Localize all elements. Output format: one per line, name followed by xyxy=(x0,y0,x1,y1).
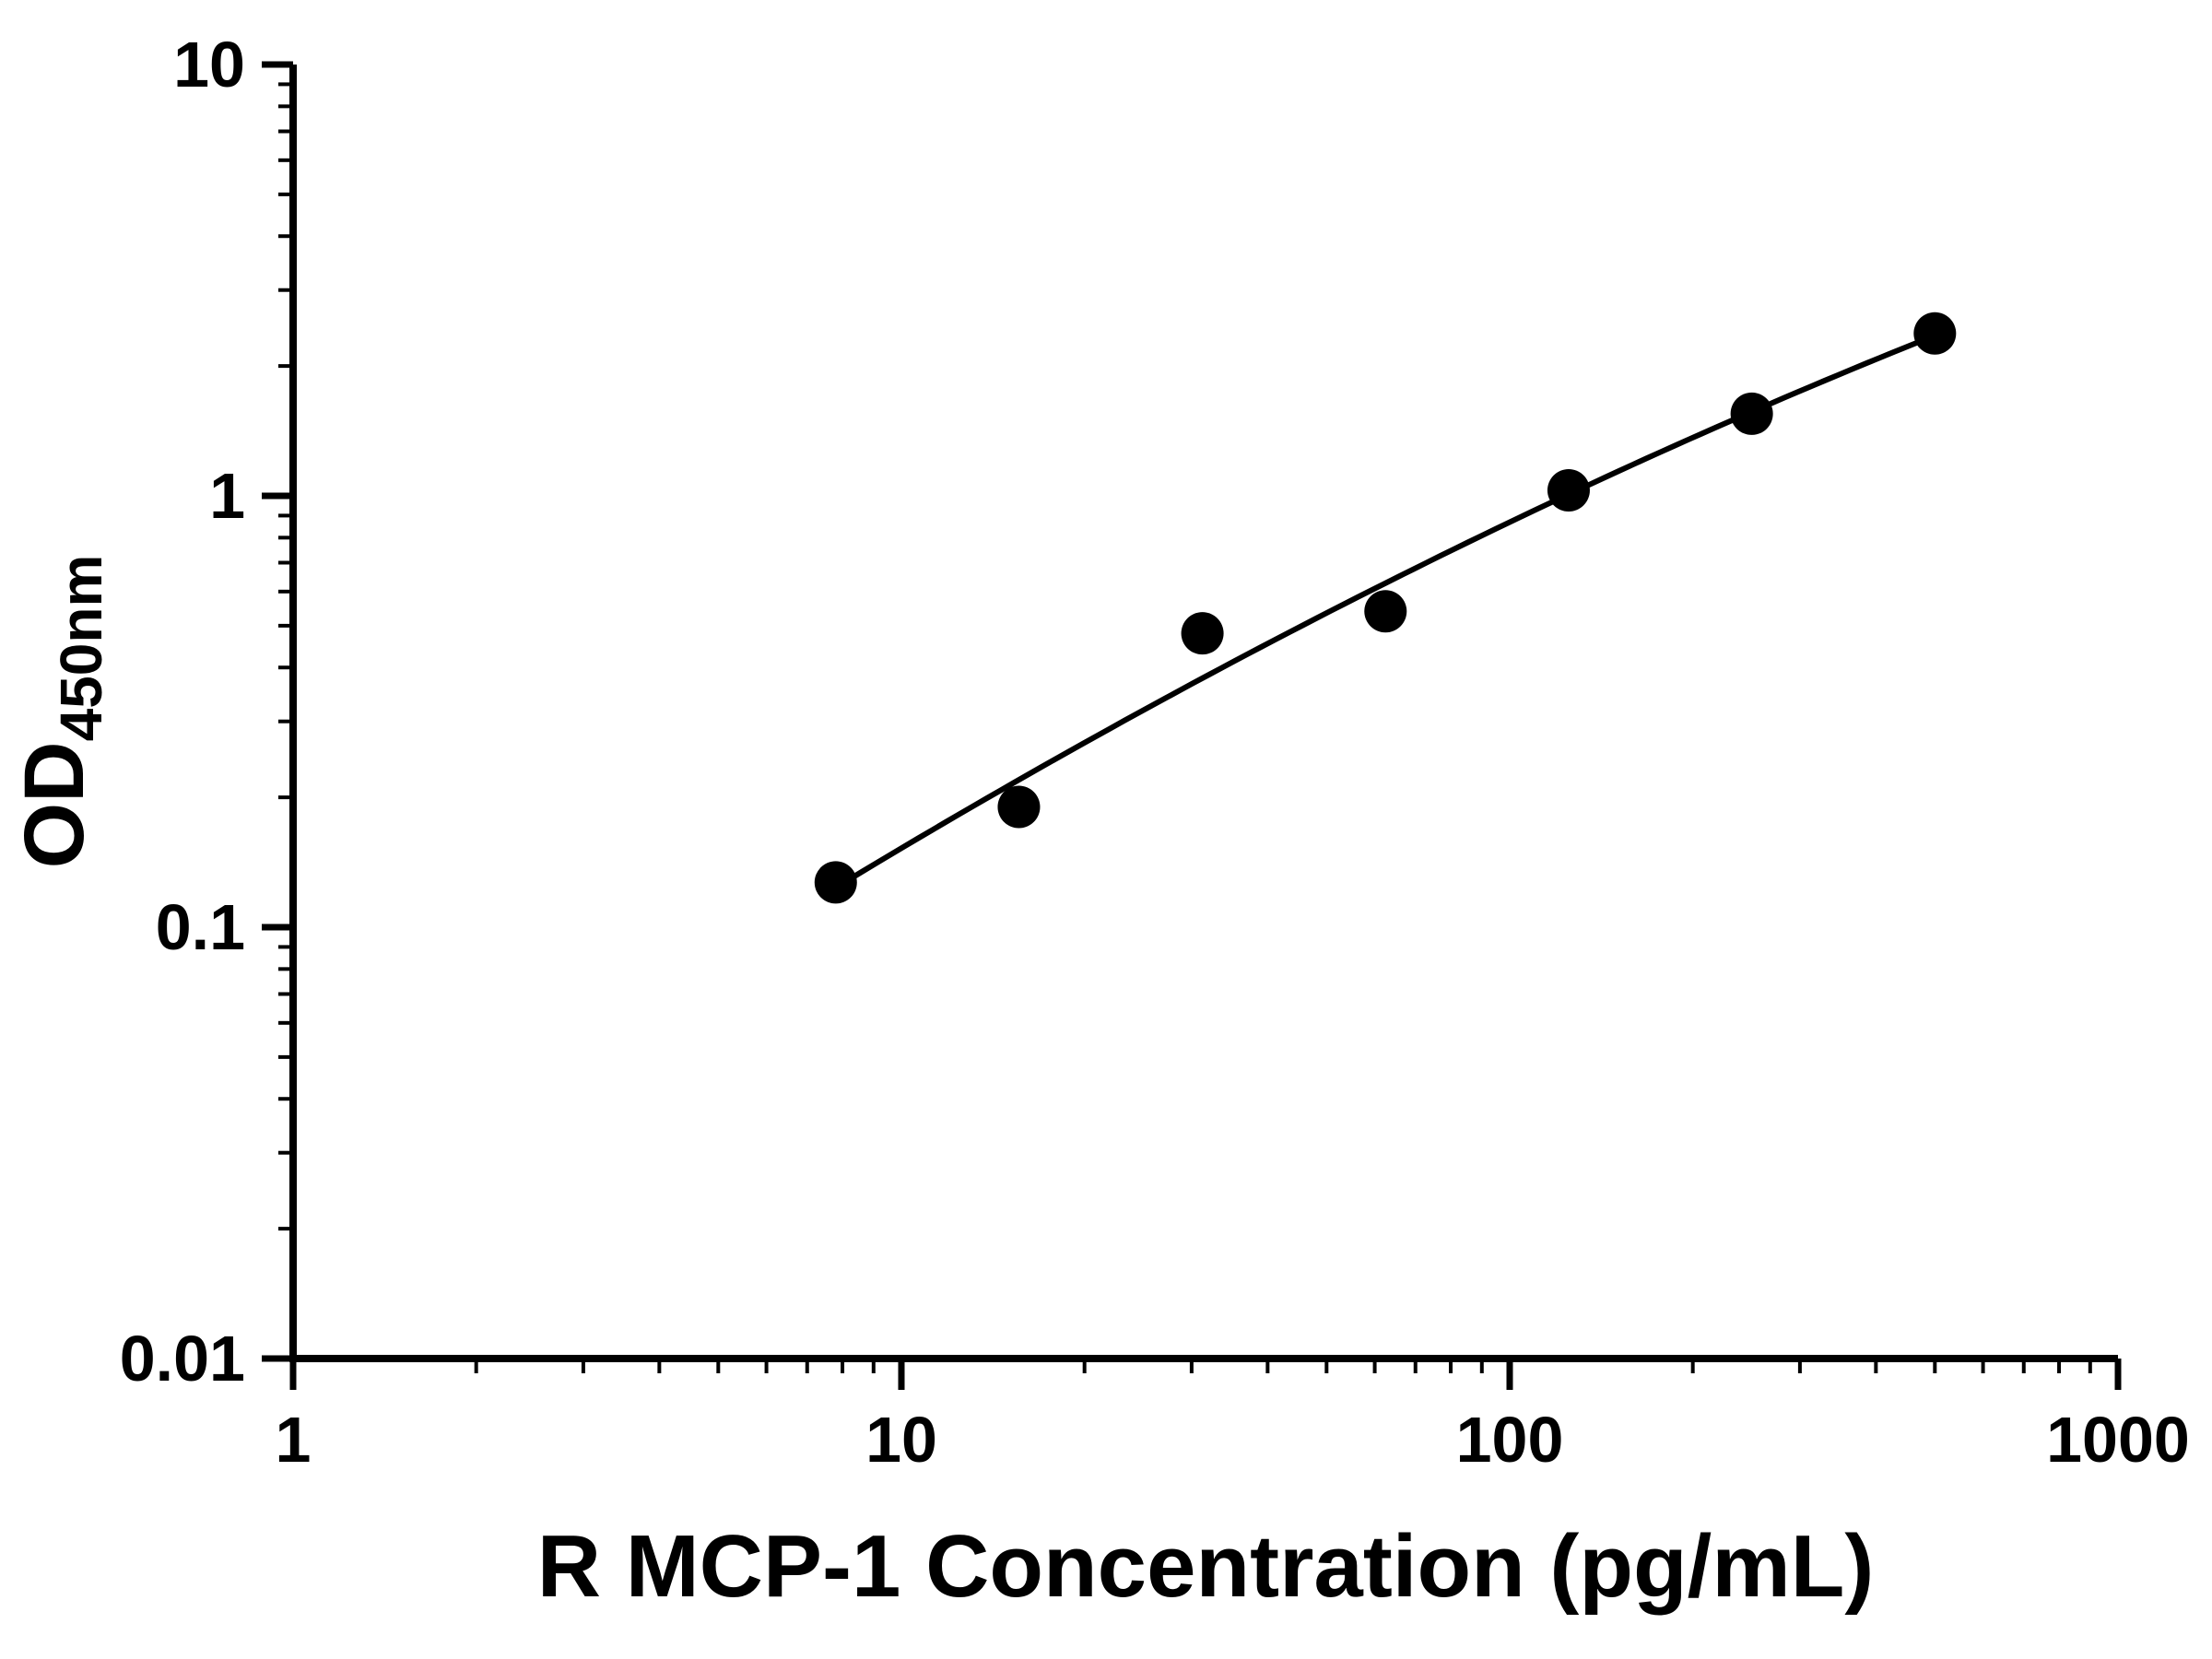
data-point xyxy=(997,785,1041,829)
axis-lines xyxy=(289,65,2118,1362)
y-axis-title: OD450nm xyxy=(7,555,114,869)
data-point xyxy=(1181,612,1224,655)
data-point xyxy=(814,861,857,904)
y-axis-title-subscript: 450nm xyxy=(48,555,114,742)
y-axis-tick-label: 0.1 xyxy=(156,891,245,963)
x-axis-tick-label: 1 xyxy=(276,1404,312,1476)
y-axis-tick-label: 1 xyxy=(209,460,245,532)
x-axis-title: R MCP-1 Concentration (pg/mL) xyxy=(537,1517,1875,1616)
data-point xyxy=(1547,468,1590,512)
data-point xyxy=(1364,590,1407,633)
x-axis-tick-label: 10 xyxy=(865,1404,937,1476)
y-axis-title-main: OD xyxy=(7,741,101,868)
x-axis-tick-label: 100 xyxy=(1456,1404,1564,1476)
data-point xyxy=(1913,312,1957,355)
y-axis-tick-label: 0.01 xyxy=(120,1323,245,1394)
y-axis-tick-label: 10 xyxy=(173,29,245,100)
x-axis-tick-label: 1000 xyxy=(2046,1404,2190,1476)
data-point xyxy=(1730,392,1773,435)
